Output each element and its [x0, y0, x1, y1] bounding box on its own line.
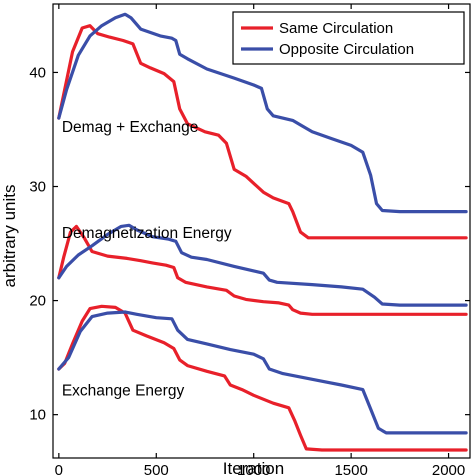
legend-label: Same Circulation: [279, 20, 393, 37]
annotations-layer: Demag + Exchange Demagnetization Energy Ex…: [62, 119, 232, 400]
series-line-demag-exchange-opposite-circulation: [57, 12, 468, 214]
series-layer: [57, 12, 468, 452]
x-tick-label: 500: [144, 462, 169, 475]
series-line-exchange-energy-same-circulation: [57, 304, 468, 452]
y-tick-label: 40: [29, 64, 46, 81]
ticks-layer: 0 500 1000 1500 2000 10 20 30 40: [29, 4, 470, 475]
annotation-label: Exchange Energy: [62, 382, 185, 399]
series-line-demagnetization-energy-opposite-circulation: [57, 223, 468, 307]
series-line-exchange-energy-opposite-circulation: [57, 310, 468, 435]
x-axis-label: Iteration: [223, 459, 284, 475]
plot-frame: [52, 3, 471, 459]
legend: Same Circulation Opposite Circulation: [232, 11, 465, 65]
legend-box: [232, 11, 465, 65]
legend-label: Opposite Circulation: [279, 41, 414, 58]
x-tick-label: 0: [55, 462, 63, 475]
annotation-label: Demagnetization Energy: [62, 225, 232, 242]
series-line-demagnetization-energy-same-circulation: [57, 224, 468, 316]
series-line-demag-exchange-same-circulation: [57, 24, 468, 240]
y-axis-label: arbitrary units: [0, 185, 19, 288]
annotation-label: Demag + Exchange: [62, 119, 199, 136]
y-tick-label: 20: [29, 293, 46, 310]
y-tick-label: 10: [29, 407, 46, 424]
x-tick-label: 1000: [237, 462, 270, 475]
x-tick-label: 1500: [334, 462, 367, 475]
x-tick-label: 2000: [432, 462, 465, 475]
y-tick-label: 30: [29, 179, 46, 196]
